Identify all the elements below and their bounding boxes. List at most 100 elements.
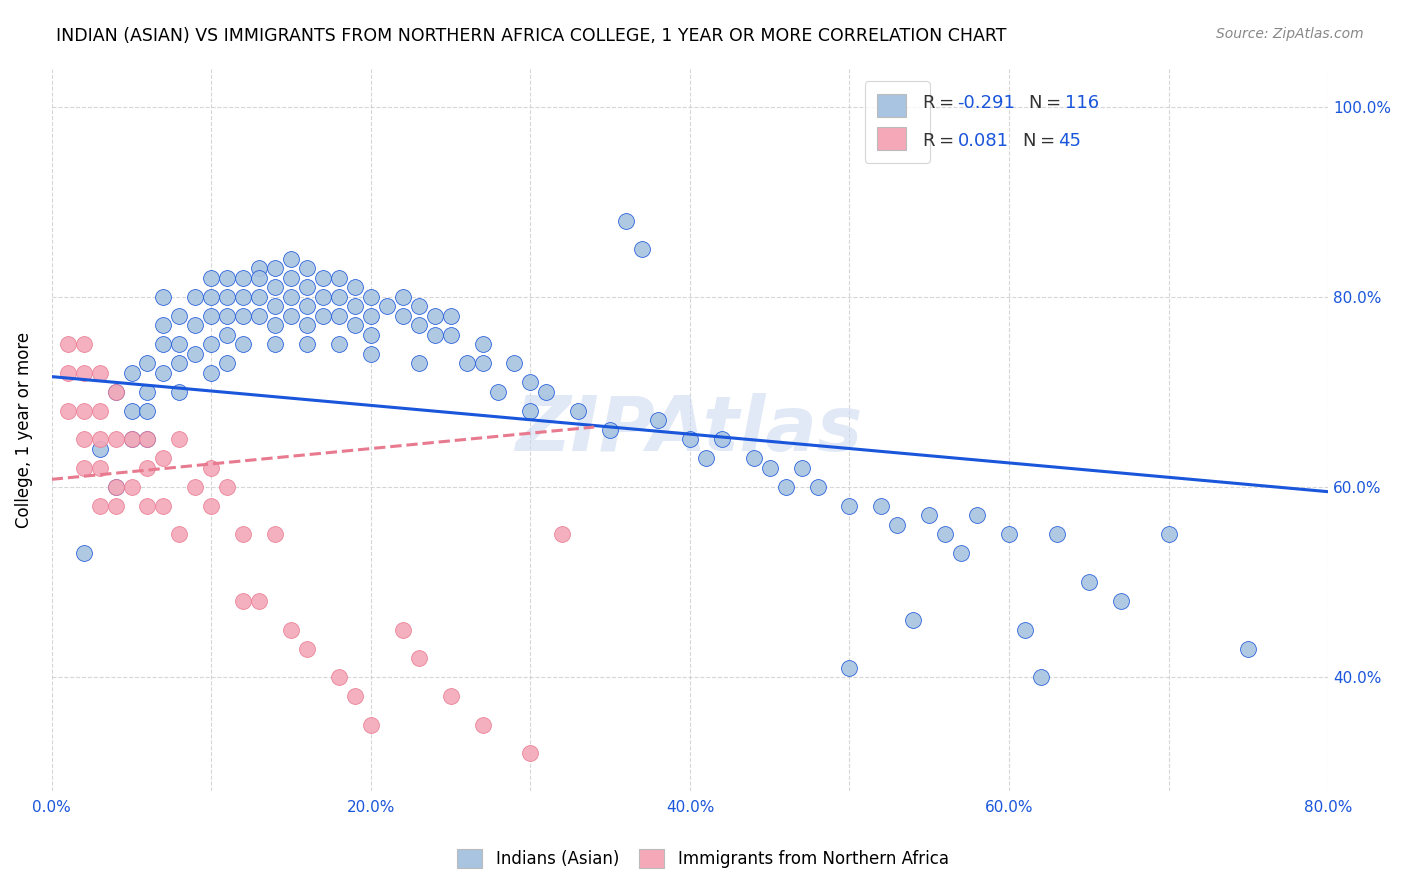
Point (519, 746, 541, 760)
Point (790, 461, 813, 475)
Point (104, 480, 127, 494)
Point (328, 270, 350, 285)
Point (295, 641, 318, 656)
Point (169, 309, 191, 323)
Point (264, 337, 287, 351)
Point (247, 594, 270, 608)
Point (247, 261, 270, 276)
Point (423, 327, 446, 342)
Point (1029, 670, 1052, 684)
Point (104, 480, 127, 494)
Point (247, 290, 270, 304)
Legend: Indians (Asian), Immigrants from Northern Africa: Indians (Asian), Immigrants from Norther… (451, 843, 955, 875)
Point (742, 451, 765, 466)
Point (200, 270, 222, 285)
Point (1014, 623, 1036, 637)
Point (184, 347, 207, 361)
Point (536, 384, 558, 399)
Point (264, 280, 287, 294)
Point (423, 309, 446, 323)
Point (439, 309, 461, 323)
Point (89, 499, 111, 513)
Point (471, 717, 494, 731)
Point (264, 261, 287, 276)
Point (232, 527, 254, 541)
Point (456, 356, 478, 370)
Text: Source: ZipAtlas.com: Source: ZipAtlas.com (1216, 27, 1364, 41)
Point (439, 327, 461, 342)
Point (280, 290, 302, 304)
Point (408, 318, 430, 333)
Point (184, 290, 207, 304)
Point (838, 660, 860, 674)
Point (519, 404, 541, 418)
Point (903, 613, 925, 627)
Point (408, 356, 430, 370)
Text: ZIPAtlas: ZIPAtlas (516, 392, 863, 467)
Point (360, 717, 382, 731)
Text: 0.081: 0.081 (957, 132, 1008, 150)
Point (104, 499, 127, 513)
Point (295, 261, 318, 276)
Point (471, 356, 494, 370)
Point (806, 480, 828, 494)
Point (200, 366, 222, 380)
Point (136, 433, 159, 447)
Point (1237, 641, 1260, 656)
Point (217, 327, 239, 342)
Text: INDIAN (ASIAN) VS IMMIGRANTS FROM NORTHERN AFRICA COLLEGE, 1 YEAR OR MORE CORREL: INDIAN (ASIAN) VS IMMIGRANTS FROM NORTHE… (56, 27, 1007, 45)
Point (280, 270, 302, 285)
Point (217, 290, 239, 304)
Point (152, 366, 174, 380)
Point (391, 309, 413, 323)
Point (614, 213, 637, 227)
Point (488, 384, 510, 399)
Point (710, 433, 733, 447)
Point (169, 337, 191, 351)
Point (169, 433, 191, 447)
Point (631, 242, 654, 256)
Text: N =: N = (1029, 95, 1066, 112)
Point (232, 290, 254, 304)
Text: N =: N = (1022, 132, 1059, 150)
Point (551, 527, 574, 541)
Point (200, 461, 222, 475)
Point (918, 508, 941, 523)
Point (73, 547, 96, 561)
Point (152, 337, 174, 351)
Point (152, 290, 174, 304)
Point (136, 461, 159, 475)
Point (343, 280, 366, 294)
Y-axis label: College, 1 year or more: College, 1 year or more (15, 332, 32, 528)
Point (200, 309, 222, 323)
Point (89, 433, 111, 447)
Point (1077, 574, 1099, 589)
Point (121, 366, 143, 380)
Point (360, 347, 382, 361)
Text: R =: R = (922, 95, 957, 112)
Point (599, 423, 621, 437)
Point (328, 290, 350, 304)
Point (169, 384, 191, 399)
Point (184, 318, 207, 333)
Point (391, 623, 413, 637)
Point (343, 299, 366, 313)
Point (1109, 594, 1132, 608)
Point (56, 366, 79, 380)
Point (200, 290, 222, 304)
Point (56, 404, 79, 418)
Text: 116: 116 (1066, 95, 1099, 112)
Point (73, 433, 96, 447)
Point (312, 309, 335, 323)
Point (264, 299, 287, 313)
Point (169, 356, 191, 370)
Text: 45: 45 (1059, 132, 1081, 150)
Point (312, 290, 335, 304)
Point (232, 594, 254, 608)
Point (328, 337, 350, 351)
Point (280, 309, 302, 323)
Point (89, 366, 111, 380)
Point (104, 384, 127, 399)
Point (567, 404, 589, 418)
Point (295, 318, 318, 333)
